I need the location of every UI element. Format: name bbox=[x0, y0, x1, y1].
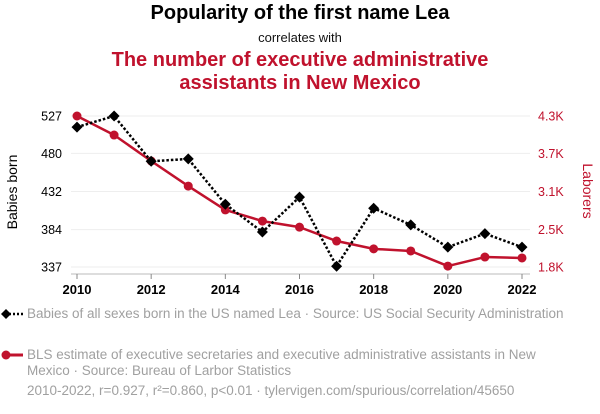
babies-point bbox=[108, 110, 120, 122]
babies-point bbox=[368, 202, 380, 214]
chart-title: Popularity of the first name Lea bbox=[150, 2, 450, 24]
babies-point bbox=[294, 191, 305, 203]
line-chart: 527 480 432 384 337 4.3K 3.7K 3.1K 2.5K 1.8K 201… bbox=[4, 110, 596, 298]
footer-stats: 2010-2022, r=0.927, r²=0.860, p<0.01 · t… bbox=[27, 383, 515, 398]
laborers-point bbox=[332, 236, 342, 246]
y-left-tick-label: 432 bbox=[41, 185, 62, 199]
y-left-tick-label: 480 bbox=[41, 147, 62, 161]
y-left-tick-label: 337 bbox=[41, 261, 62, 275]
babies-point bbox=[145, 155, 157, 167]
y-right-tick-label: 4.3K bbox=[538, 110, 564, 124]
chart-title-secondary: The number of executive administrative a… bbox=[111, 49, 489, 94]
y-axis-left-ticks: 527 480 432 384 337 bbox=[41, 110, 62, 275]
laborers-point bbox=[295, 222, 304, 232]
x-tick-label: 2012 bbox=[137, 282, 166, 297]
laborers-point bbox=[183, 181, 193, 191]
x-tick-label: 2014 bbox=[211, 282, 241, 297]
legend-item-laborers: BLS estimate of executive secretaries an… bbox=[1, 347, 567, 379]
babies-point bbox=[331, 260, 343, 272]
x-axis-ticks: 2010 2012 2014 2016 2018 2020 2022 bbox=[63, 274, 537, 297]
laborers-point bbox=[443, 261, 453, 271]
y-axis-right-label: Laborers bbox=[580, 163, 596, 218]
y-axis-left-label: Babies born bbox=[4, 155, 20, 230]
legend-label-babies: Babies of all sexes born in the US named… bbox=[27, 306, 564, 321]
laborers-point bbox=[109, 130, 119, 140]
y-right-tick-label: 1.8K bbox=[538, 261, 564, 275]
laborers-point bbox=[480, 252, 490, 262]
x-tick-label: 2022 bbox=[508, 282, 537, 297]
laborers-point bbox=[406, 246, 416, 256]
y-right-tick-label: 3.1K bbox=[538, 185, 564, 199]
laborers-point bbox=[72, 111, 82, 121]
y-right-tick-label: 2.5K bbox=[538, 223, 564, 237]
babies-point bbox=[516, 241, 528, 253]
babies-point bbox=[256, 226, 268, 238]
x-tick-label: 2018 bbox=[359, 282, 388, 297]
gridlines bbox=[71, 115, 530, 268]
laborers-point bbox=[257, 216, 267, 226]
legend-circle-line-icon bbox=[1, 350, 23, 360]
babies-point bbox=[405, 219, 417, 231]
x-tick-label: 2010 bbox=[63, 282, 92, 297]
y-right-tick-label: 3.7K bbox=[538, 147, 564, 161]
babies-point bbox=[71, 121, 83, 133]
series-babies bbox=[71, 110, 528, 272]
y-left-tick-label: 384 bbox=[41, 223, 62, 237]
legend-label-laborers: BLS estimate of executive secretaries an… bbox=[27, 347, 536, 378]
laborers-point bbox=[220, 205, 230, 215]
x-tick-label: 2020 bbox=[433, 282, 462, 297]
y-left-tick-label: 527 bbox=[41, 110, 62, 124]
chart-subtitle: correlates with bbox=[258, 30, 342, 45]
babies-point bbox=[442, 241, 454, 253]
babies-point bbox=[182, 153, 194, 165]
x-tick-label: 2016 bbox=[285, 282, 314, 297]
laborers-point bbox=[369, 244, 379, 254]
legend-item-babies: Babies of all sexes born in the US named… bbox=[1, 306, 567, 322]
babies-point bbox=[219, 198, 231, 210]
laborers-point bbox=[517, 253, 527, 263]
legend-diamond-dotted-icon bbox=[1, 309, 23, 319]
y-axis-right-ticks: 4.3K 3.7K 3.1K 2.5K 1.8K bbox=[538, 110, 564, 275]
babies-point bbox=[479, 228, 491, 240]
